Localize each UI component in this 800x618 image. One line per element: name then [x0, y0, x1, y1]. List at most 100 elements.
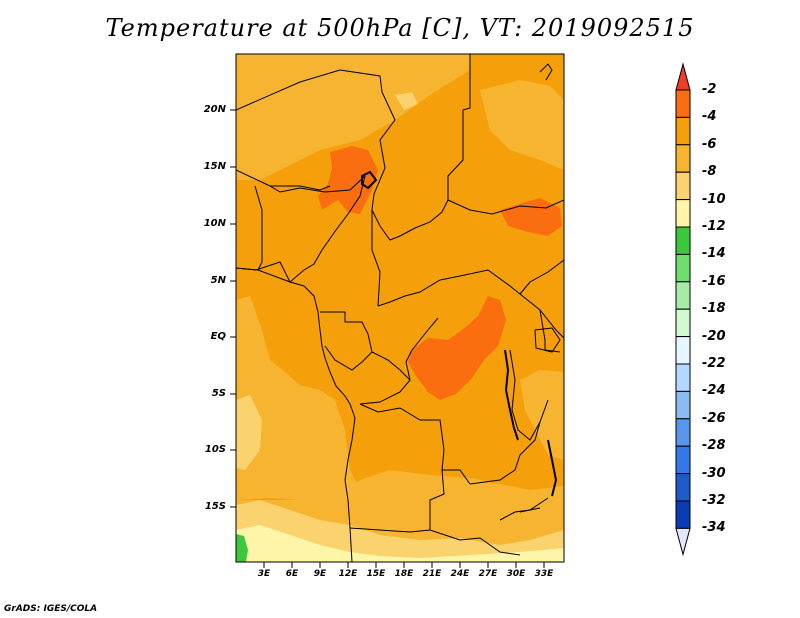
lake-kariba: [519, 507, 541, 513]
river-congo: [405, 317, 439, 381]
grads-credit: GrADS: IGES/COLA: [4, 604, 98, 614]
colorbar-label: -30: [702, 465, 726, 481]
border-algeria-niger: [236, 69, 341, 111]
border-libya-chad-niger: [339, 69, 396, 169]
y-axis-ticks: [230, 109, 236, 508]
colorbar-swatch: [675, 171, 691, 201]
red-sea-coast: [539, 63, 553, 81]
field-patch-sw: [236, 395, 262, 470]
y-tick-label: 15N: [203, 161, 226, 172]
colorbar-label: -24: [702, 383, 726, 399]
field-band-northeast: [480, 80, 564, 170]
colorbar-label: -34: [702, 520, 726, 536]
x-tick-label: 33E: [534, 569, 554, 579]
x-tick-label: 12E: [338, 569, 358, 579]
y-tick-label: 5S: [211, 388, 226, 399]
border-car-drc: [377, 269, 521, 307]
lake-chad: [361, 170, 378, 190]
colorbar-swatch: [675, 308, 691, 338]
border-nigeria-cameroon: [236, 175, 366, 283]
colorbar-label: -10: [702, 191, 726, 207]
border-niger-mali: [236, 169, 331, 191]
border-libya-egypt: [447, 54, 471, 200]
lake-victoria: [534, 327, 561, 353]
x-tick-label: 18E: [394, 569, 414, 579]
colorbar-label: -6: [702, 136, 717, 152]
colorbar-swatch: [675, 390, 691, 420]
border-drc-angola: [359, 403, 471, 485]
x-tick-label: 15E: [366, 569, 386, 579]
field-band-southeast: [520, 370, 564, 460]
y-tick-label: 5N: [210, 275, 226, 286]
colorbar-swatch: [675, 363, 691, 392]
colorbar-label: -2: [702, 82, 717, 97]
field-band-western-sahara: [236, 54, 470, 180]
x-tick-label: 21E: [422, 569, 442, 579]
border-chad-sudan: [371, 167, 449, 241]
colorbar-swatch: [675, 336, 691, 365]
x-tick-label: 3E: [257, 569, 271, 579]
colorbar-label: -32: [702, 493, 726, 508]
colorbar: [675, 62, 691, 557]
colorbar-swatch: [675, 199, 691, 228]
x-tick-label: 9E: [313, 569, 327, 579]
colorbar-label: -28: [702, 438, 726, 454]
field-patch-green: [236, 534, 248, 562]
x-tick-label: 6E: [285, 569, 299, 579]
colorbar-label: -4: [702, 109, 717, 125]
y-tick-label: 10S: [204, 444, 226, 455]
colorbar-swatch: [675, 445, 691, 475]
colorbar-swatch: [675, 116, 691, 146]
colorbar-swatch: [675, 226, 691, 255]
border-angola-namibia: [349, 527, 431, 533]
y-tick-label: 20N: [203, 104, 226, 115]
colorbar-label: -18: [702, 301, 726, 317]
border-tanzania-kenya: [519, 293, 564, 339]
x-tick-label: 24E: [450, 569, 470, 579]
colorbar-swatch: [675, 89, 691, 118]
colorbar-swatch: [675, 500, 691, 529]
coastline-west: [236, 267, 356, 562]
colorbar-swatch: [675, 281, 691, 310]
colorbar-swatch: [675, 473, 691, 502]
colorbar-swatch: [675, 253, 691, 283]
field-patch-chad-lake: [318, 146, 378, 214]
map-title: Temperature at 500hPa [C], VT: 201909251…: [105, 14, 695, 42]
field-patch-congo-basin: [408, 296, 506, 400]
temperature-field: [236, 54, 564, 562]
colorbar-label: -16: [702, 273, 726, 289]
border-namibia-botswana: [459, 537, 521, 556]
field-band-south-pale: [236, 525, 564, 562]
x-tick-label: 30E: [506, 569, 526, 579]
border-gabon-congo: [324, 345, 373, 371]
border-cameroon-gabon: [320, 311, 373, 353]
border-southsudan-ethiopia: [519, 259, 564, 295]
border-drc-zambia: [469, 421, 541, 485]
colorbar-label: -8: [702, 164, 717, 180]
lake-tanganyika: [504, 349, 519, 441]
colorbar-label: -26: [702, 410, 726, 426]
map-frame: [235, 53, 565, 563]
country-borders: [236, 54, 564, 562]
border-benin-togo: [254, 185, 263, 271]
colorbar-swatch: [675, 144, 691, 173]
field-patch-north-yellow: [395, 92, 418, 110]
colorbar-bottom-arrow: [675, 527, 691, 557]
y-tick-label: 10N: [203, 218, 226, 229]
x-axis-ticks: [263, 562, 545, 568]
y-tick-label: 15S: [204, 501, 226, 512]
lake-malawi: [547, 439, 558, 497]
x-tick-label: 27E: [478, 569, 498, 579]
colorbar-swatch: [675, 418, 691, 447]
colorbar-label: -14: [702, 246, 726, 262]
border-chad-car: [371, 210, 381, 307]
colorbar-label: -22: [702, 356, 726, 371]
colorbar-top-arrow: [675, 62, 691, 91]
border-niger-nigeria: [269, 175, 366, 193]
border-east-lakes: [509, 349, 549, 441]
border-sudan-southsudan: [447, 199, 564, 215]
colorbar-label: -12: [702, 219, 726, 234]
border-angola-zambia: [429, 469, 461, 541]
field-band-west-coast: [236, 296, 360, 505]
